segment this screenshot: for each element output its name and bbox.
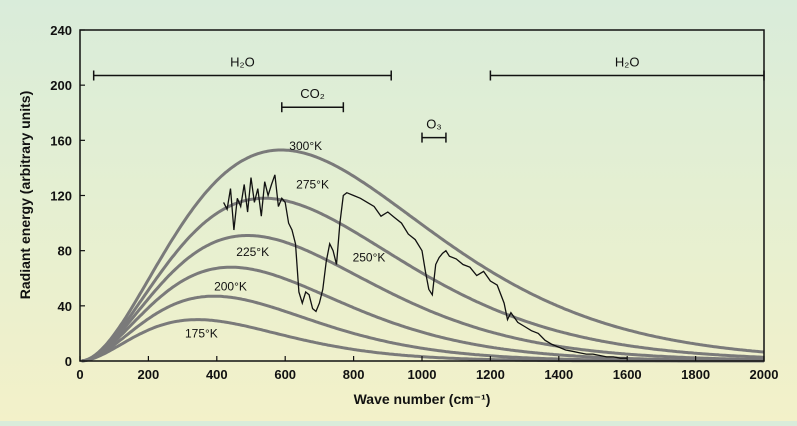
x-tick-label: 0 [76,367,83,382]
y-tick-label: 120 [50,189,72,204]
x-tick-label: 2000 [750,367,779,382]
curve-label-175k: 175°K [185,327,218,341]
spectrum-line [223,174,628,359]
band-1: CO₂ [281,86,345,113]
y-tick-label: 0 [65,354,72,369]
band-label: H₂O [615,55,640,70]
x-tick-label: 1200 [476,367,505,382]
x-tick-label: 1400 [544,367,573,382]
x-tick-label: 600 [274,367,296,382]
plot-background [80,30,764,361]
curve-label-225k: 225°K [236,245,269,259]
curve-labels: 300°K 275°K 250°K 225°K 200°K 175°K [185,139,385,341]
band-label: CO₂ [300,86,325,101]
curve-label-275k: 275°K [296,178,329,192]
band-2: O₃ [421,117,447,143]
y-tick-label: 40 [58,299,72,314]
y-tick-label: 240 [50,23,72,38]
y-tick-label: 160 [50,133,72,148]
blackbody-curves [81,148,765,363]
x-tick-label: 1800 [681,367,710,382]
band-3: H₂O [489,55,765,81]
y-tick-label: 80 [58,244,72,259]
x-tick-label: 200 [138,367,160,382]
band-label: H₂O [230,55,255,70]
y-tick-label: 200 [50,78,72,93]
x-axis-label: Wave number (cm⁻¹) [354,391,491,407]
curve-250k [81,234,765,363]
x-tick-label: 1600 [613,367,642,382]
x-tick-label: 800 [343,367,365,382]
curve-label-200k: 200°K [214,280,247,294]
axes: 0 200 400 600 800 1000 1200 1400 1600 1800 2000 0 40… [50,23,778,382]
curve-label-300k: 300°K [289,139,322,153]
measured-spectrum [223,174,628,359]
absorption-bands: H₂O CO₂ O₃ H₂O [92,55,765,143]
x-tick-label: 1000 [408,367,437,382]
curve-275k [81,196,765,363]
band-0: H₂O [92,55,392,81]
band-label: O₃ [426,117,441,132]
y-axis-label: Radiant energy (arbitrary units) [17,91,33,300]
plot-frame [79,29,765,362]
curve-300k [81,148,765,363]
x-tick-label: 400 [206,367,228,382]
curve-label-250k: 250°K [353,251,386,265]
